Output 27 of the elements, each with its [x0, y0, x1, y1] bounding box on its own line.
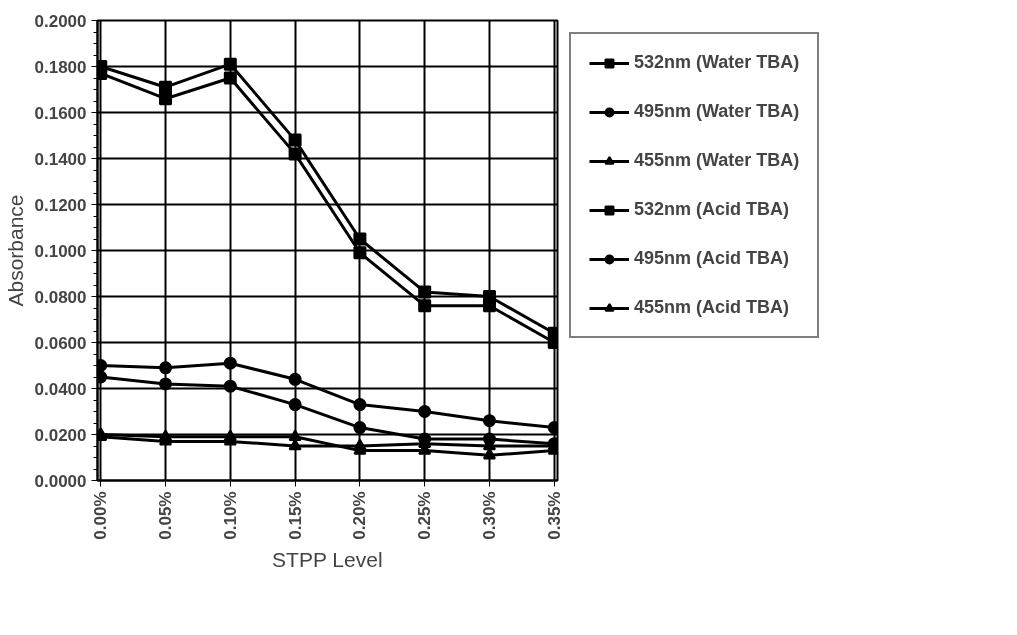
- y-axis-title: Absorbance: [3, 194, 27, 307]
- legend-label: 532nm (Acid TBA): [634, 199, 790, 220]
- y-tick-label: 0.0800: [34, 287, 87, 307]
- y-tick-label: 0.0400: [34, 379, 87, 399]
- legend-label: 495nm (Acid TBA): [634, 248, 790, 269]
- y-tick-label: 0.1400: [34, 149, 87, 169]
- x-axis-title: STPP Level: [272, 547, 383, 571]
- x-tick-label: 0.15%: [285, 491, 305, 540]
- x-tick-label: 0.05%: [156, 491, 176, 540]
- legend-label: 495nm (Water TBA): [634, 101, 800, 122]
- x-tick-label: 0.20%: [350, 491, 370, 540]
- x-tick-label: 0.35%: [544, 491, 564, 540]
- y-tick-label: 0.2000: [34, 11, 87, 31]
- y-tick-label: 0.1600: [34, 103, 87, 123]
- legend-label: 455nm (Acid TBA): [634, 297, 790, 318]
- x-tick-label: 0.10%: [220, 491, 240, 540]
- y-tick-label: 0.1800: [34, 57, 87, 77]
- y-tick-label: 0.1200: [34, 195, 87, 215]
- y-tick-label: 0.1000: [34, 241, 87, 261]
- x-tick-label: 0.00%: [91, 491, 111, 540]
- x-tick-label: 0.30%: [479, 491, 499, 540]
- y-tick-label: 0.0600: [34, 333, 87, 353]
- legend-label: 532nm (Water TBA): [634, 52, 800, 73]
- legend-label: 455nm (Water TBA): [634, 150, 800, 171]
- x-tick-label: 0.25%: [415, 491, 435, 540]
- y-tick-label: 0.0000: [34, 471, 87, 491]
- y-tick-label: 0.0200: [34, 425, 87, 445]
